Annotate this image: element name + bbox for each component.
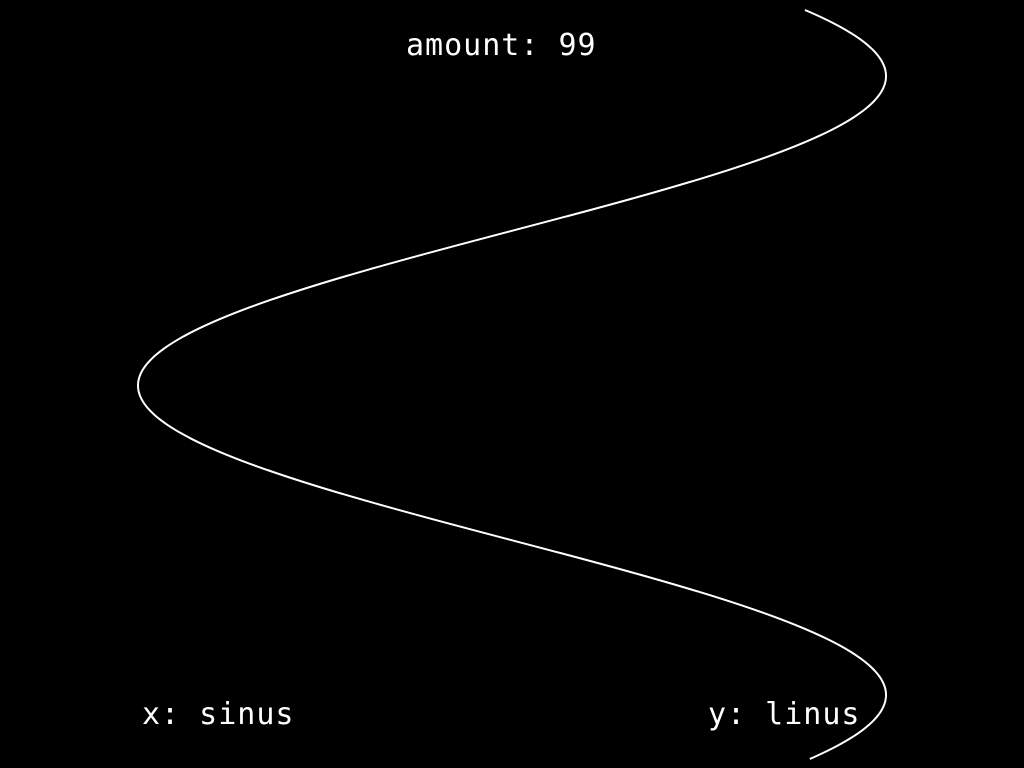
y-function-label: y: linus [708,697,861,732]
amount-readout: amount: 99 [406,28,597,63]
sine-curve-path [136,9,888,760]
x-function-label: x: sinus [142,697,295,732]
